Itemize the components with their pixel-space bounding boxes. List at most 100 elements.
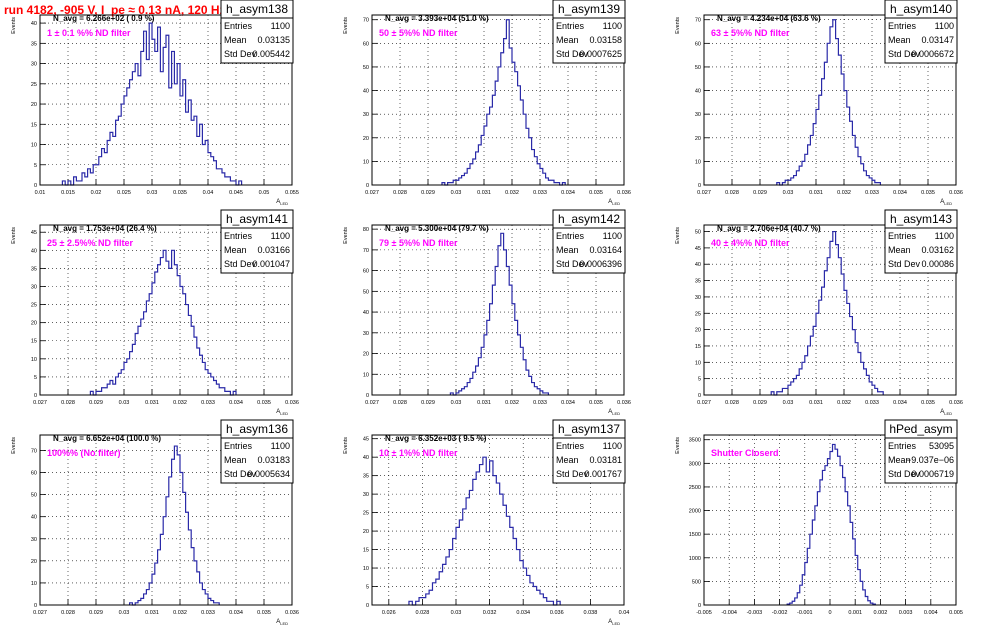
x-tick-label: 0.027: [365, 190, 379, 196]
x-axis-label-sub: LED: [612, 621, 620, 625]
stats-box: [884, 419, 958, 484]
stats-label: Std Dev: [888, 259, 921, 269]
n-avg-label: N_avg = 5.300e+04 (79.7 %): [385, 224, 489, 233]
histogram-line: [776, 19, 881, 186]
plot-frame: [39, 14, 293, 186]
stats-value: −9.037e−06: [906, 455, 954, 465]
y-tick-label: 10: [31, 357, 37, 363]
x-axis-label-main: A: [276, 409, 280, 415]
y-tick-label: 30: [363, 492, 369, 498]
stats-label: Std Dev: [556, 259, 589, 269]
plot-frame: [703, 434, 957, 606]
x-axis-label: ALED: [608, 619, 620, 625]
x-tick-label: 0.01: [35, 190, 46, 196]
x-axis-label: ALED: [276, 409, 288, 416]
stats-value: 0.03158: [589, 35, 622, 45]
y-tick-label: 40: [31, 21, 37, 27]
x-tick-label: 0.032: [505, 400, 519, 406]
y-tick-label: 35: [363, 474, 369, 480]
x-tick-label: 0.028: [61, 610, 75, 616]
y-tick-label: 2500: [689, 485, 701, 491]
histogram-name: h_asym140: [890, 2, 952, 16]
x-tick-label: 0.029: [753, 400, 767, 406]
stats-value: 1100: [271, 21, 290, 31]
x-axis-label-sub: LED: [280, 621, 288, 625]
y-tick-label: 0: [698, 603, 701, 609]
histogram-name: h_asym139: [558, 2, 620, 16]
x-tick-label: -0.003: [747, 610, 763, 616]
stats-value: 1100: [603, 21, 622, 31]
stats-label: Std Dev: [888, 469, 921, 479]
x-tick-label: 0.03: [451, 190, 462, 196]
n-avg-label: N_avg = 4.234e+04 (63.6 %): [717, 14, 821, 23]
x-tick-label: 0.035: [921, 190, 935, 196]
stats-label: Std Dev: [224, 259, 257, 269]
histogram-panel-h_asym137: 0.026 0.028 0.03 0.032 0.034 0.036 0.038 0.04 0 5…: [343, 419, 630, 625]
y-tick-label: 0: [366, 603, 369, 609]
x-tick-label: 0.028: [725, 400, 739, 406]
stats-label: Entries: [888, 441, 917, 451]
x-tick-label: 0.05: [259, 190, 270, 196]
x-tick-label: 0.028: [393, 190, 407, 196]
x-tick-label: 0.04: [619, 610, 630, 616]
x-axis-label-sub: LED: [612, 201, 620, 206]
stats-value: 0.03147: [921, 35, 954, 45]
x-axis-label-main: A: [608, 619, 612, 625]
x-tick-label: 0.029: [421, 400, 435, 406]
x-tick-label: 0.031: [477, 190, 491, 196]
y-tick-label: 5: [34, 375, 37, 381]
y-tick-label: 20: [31, 559, 37, 565]
x-tick-label: 0.003: [899, 610, 913, 616]
stats-label: Mean: [556, 455, 579, 465]
y-tick-label: 35: [695, 279, 701, 285]
x-tick-label: 0.03: [119, 400, 130, 406]
stats-label: Entries: [224, 21, 253, 31]
x-axis-label-main: A: [608, 409, 612, 415]
y-axis-label: Events: [675, 17, 681, 34]
x-tick-label: -0.002: [772, 610, 788, 616]
y-tick-label: 30: [363, 331, 369, 337]
stats-box: [884, 209, 958, 274]
x-tick-label: 0.027: [33, 610, 47, 616]
x-tick-label: 0.04: [203, 190, 214, 196]
y-axis-label: Events: [343, 17, 349, 34]
stats-label: Std Dev: [556, 49, 589, 59]
stats-value: 0.03135: [257, 35, 290, 45]
x-tick-label: 0.034: [516, 610, 530, 616]
x-axis-label-main: A: [940, 199, 944, 205]
histogram-name: h_asym137: [558, 422, 620, 436]
x-tick-label: 0.015: [61, 190, 75, 196]
x-tick-label: 0.035: [257, 610, 271, 616]
x-tick-label: 0.033: [865, 190, 879, 196]
y-tick-label: 70: [31, 448, 37, 454]
plot-frame: [703, 14, 957, 186]
x-tick-label: 0.035: [257, 400, 271, 406]
x-tick-label: 0.004: [924, 610, 938, 616]
x-tick-label: 0.03: [783, 400, 794, 406]
y-tick-label: 20: [695, 136, 701, 142]
x-tick-label: 0.03: [147, 190, 158, 196]
stats-box: [884, 0, 958, 64]
stats-value: 0.03183: [257, 455, 290, 465]
y-tick-label: 30: [31, 284, 37, 290]
filter-label: 10 ± 1%% ND filter: [379, 448, 458, 458]
y-tick-label: 25: [363, 511, 369, 517]
n-avg-label: N_avg = 1.753e+04 (26.4 %): [53, 224, 157, 233]
y-tick-label: 20: [695, 328, 701, 334]
filter-label: 100%% (No filter): [47, 448, 121, 458]
plot-frame: [371, 224, 625, 396]
histogram-line: [449, 232, 549, 396]
y-tick-label: 10: [31, 143, 37, 149]
x-tick-label: -0.004: [721, 610, 737, 616]
x-tick-label: 0.033: [533, 190, 547, 196]
x-tick-label: 0.02: [91, 190, 102, 196]
x-tick-label: 0.026: [382, 610, 396, 616]
histogram-panel-h_asym142: 0.027 0.028 0.029 0.03 0.031 0.032 0.033 0.034 0…: [343, 209, 631, 416]
x-axis-label-sub: LED: [280, 201, 288, 206]
stats-value: 53095: [929, 441, 954, 451]
y-tick-label: 50: [363, 65, 369, 71]
histogram-panel-h_asym139: 0.027 0.028 0.029 0.03 0.031 0.032 0.033 0.034 0…: [343, 0, 631, 206]
stats-label: Std Dev: [556, 469, 589, 479]
y-tick-label: 0: [698, 393, 701, 399]
y-tick-label: 50: [363, 289, 369, 295]
